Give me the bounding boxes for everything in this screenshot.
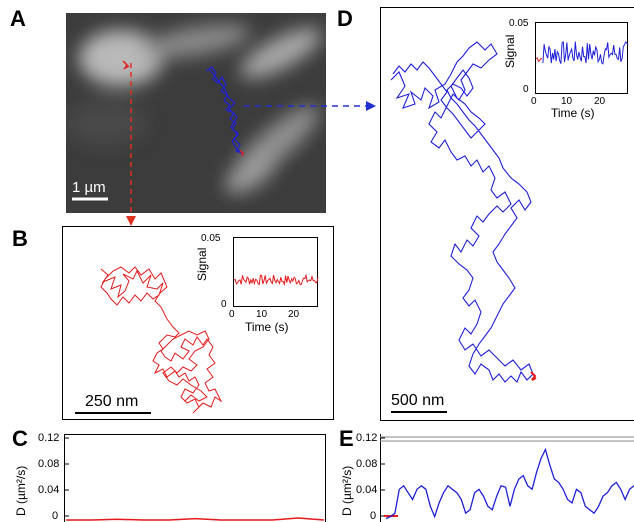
scale-bar-label-d: 500 nm — [391, 392, 444, 410]
panel-e-plot — [380, 434, 634, 522]
inset-d-ylabel: Signal — [503, 35, 517, 68]
panel-c-ytick-004: 0.04 — [38, 484, 59, 496]
inset-d-ytick-top: 0.05 — [509, 18, 528, 29]
panel-b-frame: 250 nm 0.05 0 Signal 0 10 20 Time (s) — [62, 226, 334, 420]
inset-b-xtick-0: 0 — [229, 309, 235, 320]
inset-d-xtick-0: 0 — [531, 96, 537, 107]
panel-c-ytick-012: 0.12 — [38, 432, 59, 444]
panel-e-ytick-008: 0.08 — [356, 458, 377, 470]
inset-d-signal — [536, 23, 629, 95]
inset-d-xtick-20: 20 — [594, 96, 605, 107]
inset-d-ytick-zero: 0 — [523, 84, 529, 95]
panel-letter-a: A — [10, 8, 26, 30]
inset-b-ylabel: Signal — [195, 248, 209, 281]
panel-e-blue-series — [386, 450, 634, 519]
scale-bar-label-a: 1 µm — [72, 179, 106, 196]
panel-c-red-series — [66, 518, 324, 520]
panel-c-ytick-008: 0.08 — [38, 458, 59, 470]
inset-b-signal — [234, 238, 319, 308]
inset-signal-red — [536, 58, 542, 62]
panel-e-ytick-012: 0.12 — [356, 432, 377, 444]
inset-b-frame — [233, 237, 318, 307]
panel-e-ytick-0: 0 — [370, 510, 376, 522]
panel-e-ylabel: D (µm²/s) — [340, 466, 354, 516]
panel-c-ytick-0: 0 — [52, 510, 58, 522]
scale-bar-label-b: 250 nm — [85, 393, 138, 411]
panel-c-plot — [64, 434, 326, 522]
red-arrow-head — [126, 216, 136, 226]
inset-b-xlabel: Time (s) — [245, 320, 289, 334]
inset-d-frame — [535, 22, 628, 94]
inset-d-xlabel: Time (s) — [551, 106, 595, 120]
panel-d-frame: 500 nm 0.05 0 Signal 0 10 20 Time (s) — [380, 7, 634, 421]
panel-letter-c: C — [12, 428, 28, 450]
panel-letter-b: B — [12, 228, 28, 250]
blue-arrow-head — [366, 101, 376, 111]
inset-b-xtick-20: 20 — [288, 309, 299, 320]
panel-e-ytick-004: 0.04 — [356, 484, 377, 496]
panel-letter-e: E — [339, 428, 354, 450]
inset-signal-red — [234, 275, 318, 285]
inset-signal-blue — [543, 42, 628, 64]
inset-b-xtick-10: 10 — [256, 309, 267, 320]
inset-b-ytick-top: 0.05 — [201, 233, 220, 244]
panel-c-ylabel: D (µm²/s) — [14, 466, 28, 516]
inset-b-ytick-zero: 0 — [221, 299, 227, 310]
micrograph-panel-a: 1 µm — [66, 13, 326, 213]
panel-letter-d: D — [337, 8, 353, 30]
